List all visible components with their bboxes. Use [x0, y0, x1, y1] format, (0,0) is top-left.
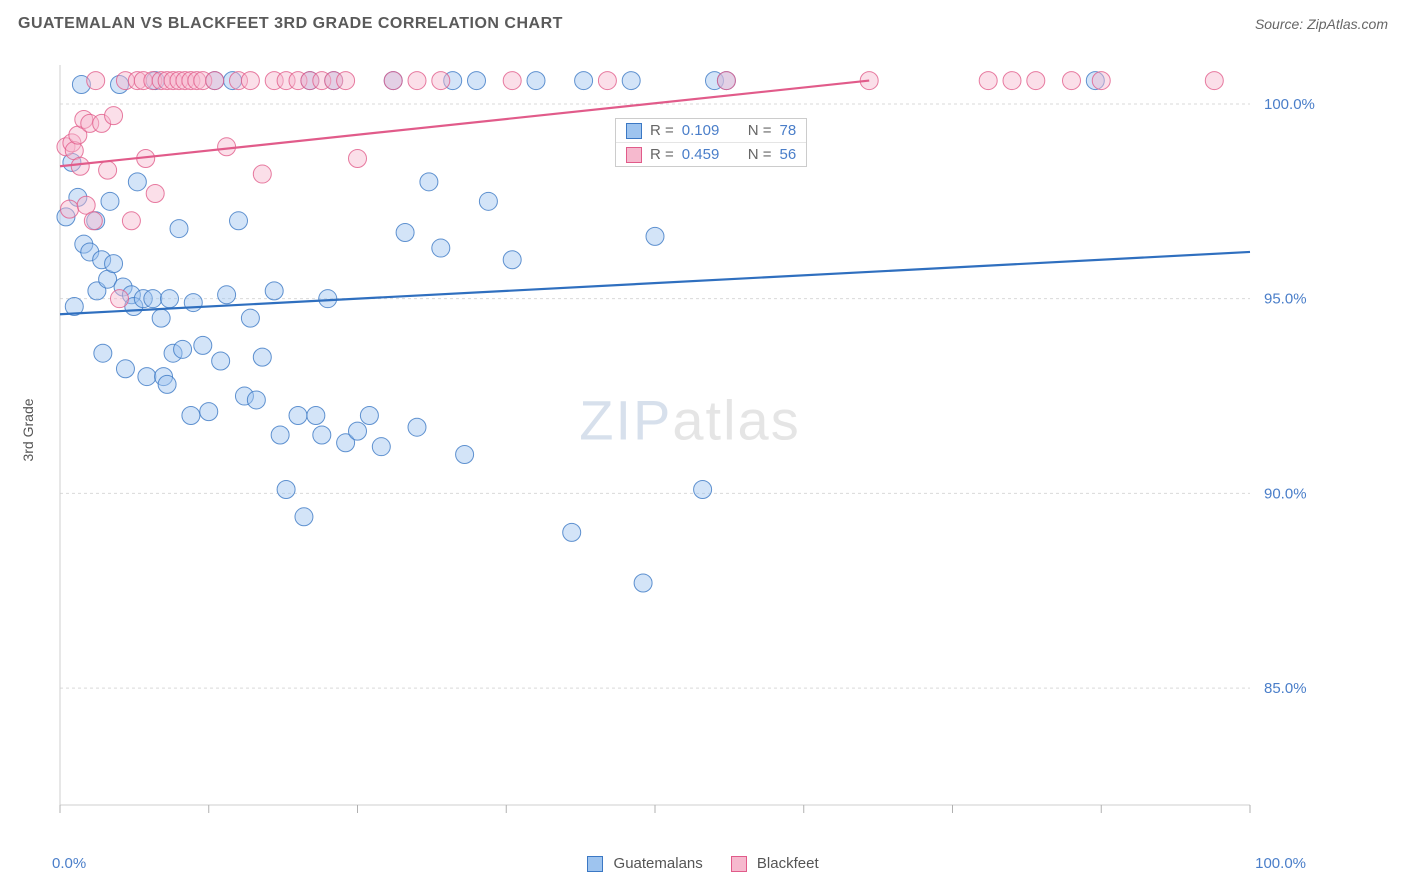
- svg-text:90.0%: 90.0%: [1264, 485, 1307, 502]
- chart-container: GUATEMALAN VS BLACKFEET 3RD GRADE CORREL…: [0, 0, 1406, 892]
- legend-item-guatemalans: Guatemalans: [587, 855, 702, 872]
- legend-row: R = 0.459 N = 56: [616, 143, 806, 166]
- legend-label-guatemalans: Guatemalans: [614, 855, 703, 872]
- r-value: 0.459: [682, 146, 730, 163]
- r-label: R =: [650, 122, 674, 139]
- svg-text:95.0%: 95.0%: [1264, 291, 1307, 308]
- legend-label-blackfeet: Blackfeet: [757, 855, 819, 872]
- swatch-guatemalans: [587, 856, 603, 872]
- bottom-legend: Guatemalans Blackfeet: [0, 855, 1406, 872]
- r-value: 0.109: [682, 122, 730, 139]
- swatch-blackfeet: [731, 856, 747, 872]
- y-axis-label: 3rd Grade: [20, 398, 36, 461]
- x-axis-tick-label: 0.0%: [52, 855, 86, 872]
- n-label: N =: [748, 146, 772, 163]
- chart-svg: 85.0% 90.0% 95.0% 100.0%: [50, 55, 1330, 815]
- correlation-legend: R = 0.109 N = 78 R = 0.459 N = 56: [615, 118, 807, 167]
- chart-header: GUATEMALAN VS BLACKFEET 3RD GRADE CORREL…: [0, 0, 1406, 48]
- n-label: N =: [748, 122, 772, 139]
- n-value: 56: [780, 146, 797, 163]
- r-label: R =: [650, 146, 674, 163]
- svg-text:100.0%: 100.0%: [1264, 96, 1315, 113]
- legend-swatch: [626, 147, 642, 163]
- x-axis-tick-label: 100.0%: [1255, 855, 1306, 872]
- plot-area: 85.0%90.0%95.0%100.0% ZIPatlas R =0.109N…: [50, 55, 1330, 815]
- legend-item-blackfeet: Blackfeet: [731, 855, 819, 872]
- n-value: 78: [780, 122, 797, 139]
- legend-swatch: [626, 123, 642, 139]
- chart-title: GUATEMALAN VS BLACKFEET 3RD GRADE CORREL…: [18, 15, 563, 33]
- svg-text:85.0%: 85.0%: [1264, 680, 1307, 697]
- legend-row: R = 0.109 N = 78: [616, 119, 806, 143]
- chart-source: Source: ZipAtlas.com: [1255, 16, 1388, 32]
